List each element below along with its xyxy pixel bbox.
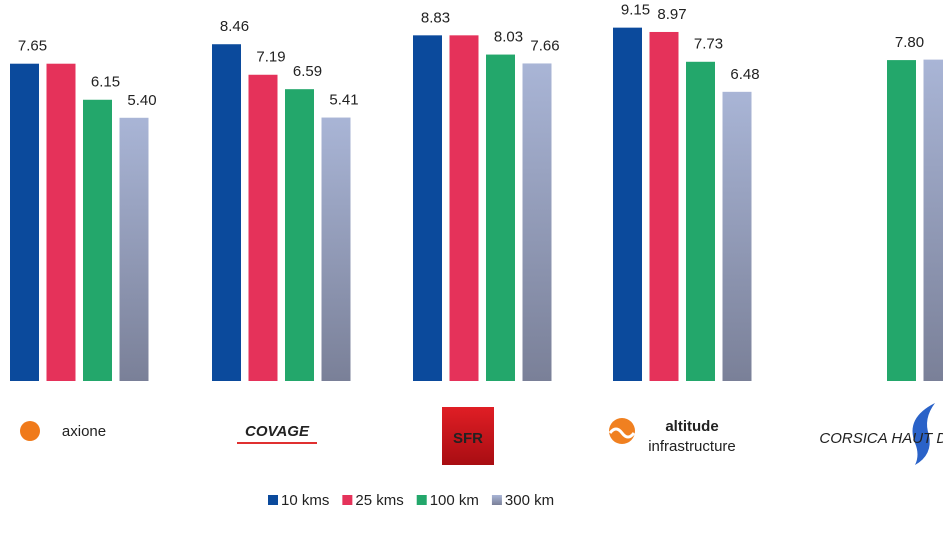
logo-icon-wave	[608, 427, 636, 439]
legend-swatch	[268, 495, 278, 505]
bar	[413, 35, 442, 382]
bar	[686, 61, 715, 382]
bar	[321, 117, 351, 382]
category-label: CORSICA HAUT DEBIT	[819, 430, 943, 447]
bar	[887, 60, 916, 382]
legend-label: 10 kms	[281, 492, 329, 509]
value-label: 6.48	[730, 66, 759, 83]
value-label: 7.65	[18, 38, 47, 55]
bar	[923, 59, 943, 381]
value-label: 5.41	[329, 92, 358, 109]
legend-label: 300 km	[505, 492, 554, 509]
bar	[486, 54, 515, 382]
logo-icon	[912, 403, 935, 465]
value-label: 6.59	[293, 63, 322, 80]
bar	[83, 99, 112, 382]
bar	[119, 117, 149, 381]
value-label: 8.03	[494, 29, 523, 46]
value-label: 8.97	[657, 6, 686, 23]
value-label: 7.73	[694, 36, 723, 53]
value-label: 5.40	[127, 92, 156, 109]
bar	[212, 44, 241, 382]
legend-label: 25 kms	[355, 492, 403, 509]
bar	[613, 27, 642, 382]
value-label: 8.46	[220, 18, 249, 35]
bar	[10, 63, 39, 381]
legend-label: 100 km	[430, 492, 479, 509]
category-label: COVAGE	[245, 423, 310, 440]
value-label: 7.80	[895, 34, 924, 51]
bar	[522, 63, 552, 382]
value-label: 9.15	[621, 2, 650, 19]
bar	[649, 31, 679, 382]
value-label: 6.15	[91, 74, 120, 91]
legend-swatch	[342, 495, 353, 505]
bar	[248, 74, 278, 382]
bar	[722, 91, 752, 381]
logo-icon	[20, 421, 40, 441]
logo-underline	[237, 442, 317, 444]
category-label: axione	[62, 423, 106, 440]
category-label: altitude	[665, 418, 718, 435]
bar	[285, 89, 314, 381]
category-tagline: infrastructure	[648, 438, 736, 455]
value-label: 8.83	[421, 9, 450, 26]
value-label: 7.66	[530, 37, 559, 54]
legend-swatch	[416, 495, 427, 505]
category-label: SFR	[453, 430, 483, 447]
bar	[46, 63, 76, 381]
legend-swatch	[491, 495, 502, 505]
bar	[449, 35, 479, 382]
logo-bg	[442, 407, 494, 465]
value-label: 7.19	[256, 49, 285, 66]
